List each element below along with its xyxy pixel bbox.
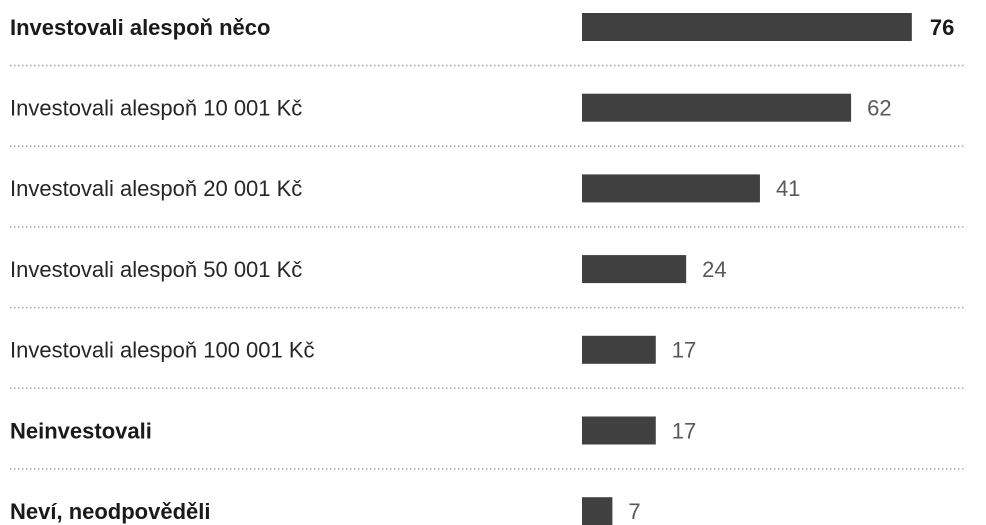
bar	[582, 497, 613, 525]
category-label: Investovali alespoň 50 001 Kč	[10, 257, 302, 282]
category-label: Investovali alespoň 10 001 Kč	[10, 96, 302, 121]
value-label: 62	[867, 96, 891, 121]
category-label: Neví, neodpověděli	[10, 499, 211, 524]
bar	[582, 416, 656, 445]
value-label: 17	[672, 418, 696, 443]
value-label: 41	[776, 176, 800, 201]
bar	[582, 335, 656, 364]
value-label: 7	[628, 499, 640, 524]
value-label: 17	[672, 338, 696, 363]
value-label: 24	[702, 257, 726, 282]
category-label: Investovali alespoň 100 001 Kč	[10, 338, 315, 363]
category-label: Neinvestovali	[10, 418, 152, 443]
value-label: 76	[930, 15, 954, 40]
bar	[582, 13, 912, 41]
category-label: Investovali alespoň 20 001 Kč	[10, 176, 302, 201]
bar	[582, 174, 760, 203]
category-label: Investovali alespoň něco	[10, 15, 270, 40]
bar	[582, 255, 687, 284]
bar	[582, 93, 852, 122]
